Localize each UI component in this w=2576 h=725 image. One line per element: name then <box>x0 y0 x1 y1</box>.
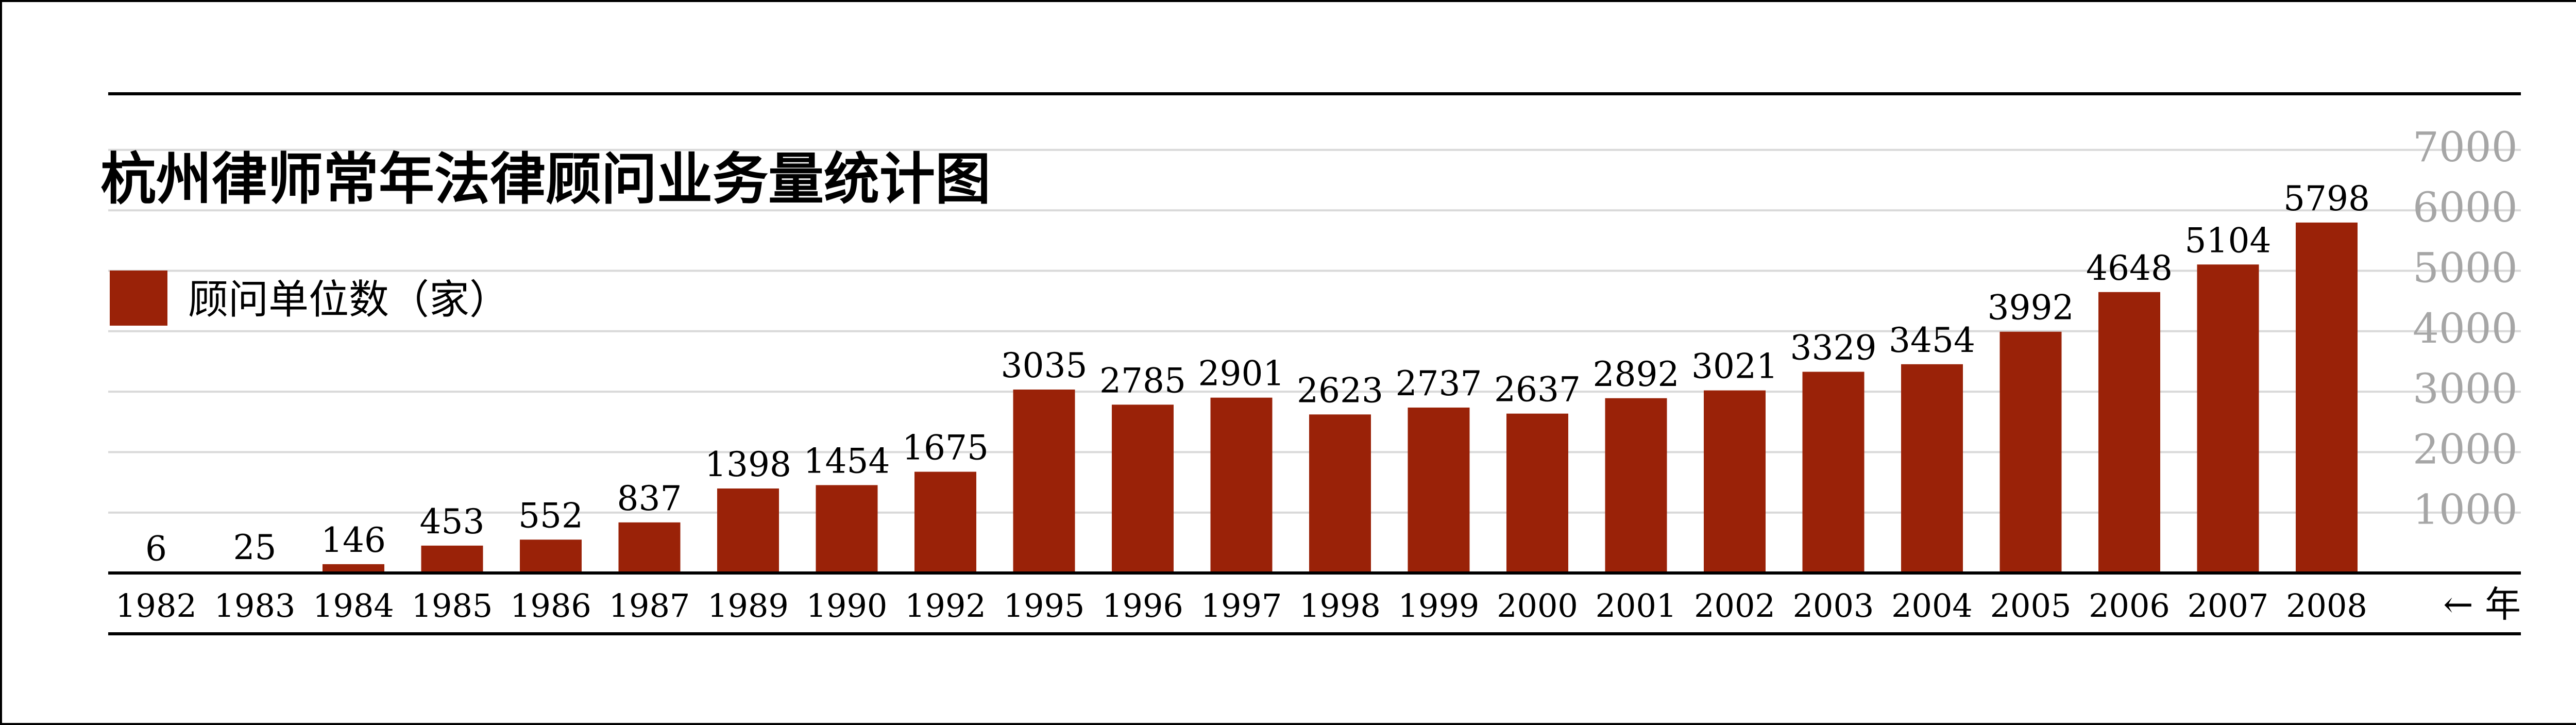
x-tick-label: 2002 <box>1694 587 1775 625</box>
data-label: 3021 <box>1691 347 1778 386</box>
data-label: 837 <box>617 479 682 518</box>
y-tick-label: 6000 <box>2413 183 2518 231</box>
x-tick-label: 1990 <box>806 587 888 625</box>
y-tick-label: 4000 <box>2413 305 2518 352</box>
bar <box>520 539 582 573</box>
bar-group <box>125 222 2358 574</box>
bar <box>816 485 878 573</box>
data-label: 2901 <box>1198 354 1285 394</box>
bar <box>2197 264 2259 573</box>
data-label: 1454 <box>804 441 890 481</box>
x-tick-label: 2008 <box>2286 587 2367 625</box>
x-tick-label: 2006 <box>2089 587 2170 625</box>
x-tick-label: 1985 <box>412 587 493 625</box>
x-tick-label: 2001 <box>1596 587 1677 625</box>
x-tick-label: 1995 <box>1004 587 1085 625</box>
bar <box>914 471 976 573</box>
bar <box>1999 331 2062 573</box>
bar <box>1506 413 1568 573</box>
data-label: 2785 <box>1099 361 1186 400</box>
data-label: 4648 <box>2086 248 2173 288</box>
y-tick-label: 1000 <box>2413 486 2518 534</box>
x-tick-label: 2000 <box>1497 587 1578 625</box>
data-label: 5798 <box>2283 179 2370 218</box>
data-label: 3992 <box>1988 288 2074 328</box>
bar <box>1112 404 1174 573</box>
bar <box>421 545 483 573</box>
x-tick-label: 1989 <box>707 587 789 625</box>
x-tick-label: 2004 <box>1891 587 1973 625</box>
data-label: 6 <box>145 529 167 568</box>
bar <box>1802 372 1865 573</box>
legend-label: 顾问单位数（家） <box>188 277 510 323</box>
bar <box>2098 292 2160 573</box>
x-tick-label: 2007 <box>2188 587 2269 625</box>
x-tick-label: 1997 <box>1201 587 1282 625</box>
bar <box>323 564 384 573</box>
bar <box>618 522 681 573</box>
y-tick-label: 2000 <box>2413 425 2518 473</box>
data-label: 1675 <box>902 428 989 468</box>
y-tick-label: 5000 <box>2413 244 2518 292</box>
x-tick-label: 1982 <box>115 587 197 625</box>
x-tick-label: 1996 <box>1102 587 1183 625</box>
x-axis-title: ← 年 <box>2443 583 2521 626</box>
bar <box>1704 390 1766 573</box>
data-label: 2623 <box>1297 370 1383 410</box>
bar <box>1901 364 1963 573</box>
data-label: 3035 <box>1001 346 1088 385</box>
x-tick-label: 2005 <box>1990 587 2072 625</box>
chart-title: 杭州律师常年法律顾问业务量统计图 <box>100 147 991 212</box>
data-label: 25 <box>233 528 277 567</box>
bar <box>1408 407 1470 573</box>
data-label: 453 <box>420 502 485 542</box>
bar <box>717 488 779 573</box>
x-tick-label: 2003 <box>1793 587 1874 625</box>
data-label: 3454 <box>1889 321 1975 360</box>
x-tick-label: 1987 <box>609 587 690 625</box>
data-label: 2637 <box>1494 370 1581 410</box>
x-tick-label: 1984 <box>313 587 394 625</box>
y-tick-label: 3000 <box>2413 365 2518 413</box>
x-tick-label: 1992 <box>905 587 986 625</box>
bar <box>1210 397 1273 573</box>
x-tick-label: 1998 <box>1299 587 1381 625</box>
data-label-group: 6 25 146 453 552 837 1398 1454 1675 3035 2785 2901 2… <box>145 179 2370 568</box>
legend-swatch <box>110 271 167 326</box>
y-tick-label-group: 1000 2000 3000 4000 5000 6000 7000 <box>2413 123 2518 534</box>
bar <box>1013 389 1075 573</box>
data-label: 2737 <box>1396 364 1482 403</box>
data-label: 1398 <box>705 445 791 484</box>
data-label: 552 <box>518 496 583 535</box>
data-label: 146 <box>321 520 386 560</box>
bar <box>1605 398 1667 573</box>
data-label: 5104 <box>2185 221 2272 260</box>
x-tick-label: 1983 <box>214 587 296 625</box>
y-tick-label: 7000 <box>2413 123 2518 171</box>
bar <box>2296 222 2358 573</box>
bar <box>1309 414 1371 573</box>
data-label: 3329 <box>1790 328 1877 368</box>
data-label: 2892 <box>1593 355 1680 394</box>
x-tick-label-group: 1982 1983 1984 1985 1986 1987 1989 1990 1992 1995… <box>115 587 2367 625</box>
x-tick-label: 1986 <box>510 587 591 625</box>
x-tick-label: 1999 <box>1398 587 1480 625</box>
